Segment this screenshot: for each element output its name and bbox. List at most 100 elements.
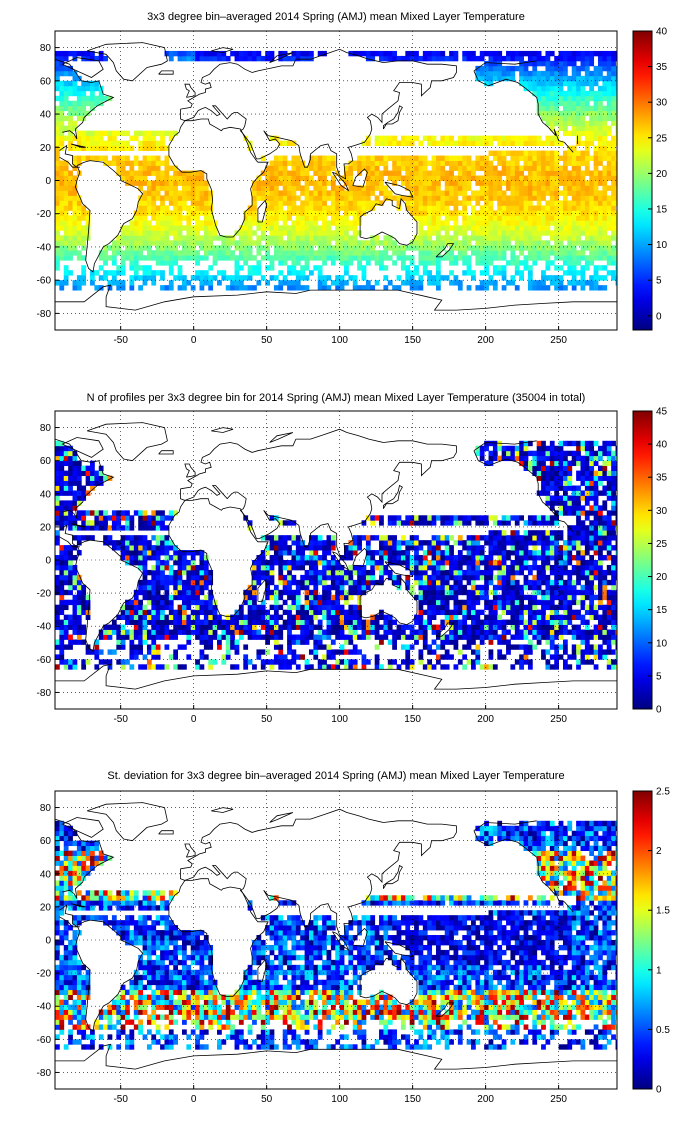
heatmap-cell <box>427 200 433 206</box>
heatmap-cell <box>558 579 564 586</box>
heatmap-cell <box>462 245 468 251</box>
heatmap-cell <box>501 65 507 72</box>
heatmap-cell <box>76 200 82 206</box>
heatmap-cell <box>365 135 371 142</box>
heatmap-cell <box>295 220 301 226</box>
heatmap-cell <box>580 250 586 256</box>
heatmap-cell <box>55 110 60 117</box>
heatmap-cell <box>571 654 577 660</box>
heatmap-cell <box>589 95 595 102</box>
heatmap-cell <box>252 634 257 640</box>
heatmap-cell <box>558 85 564 92</box>
heatmap-cell <box>541 240 546 246</box>
heatmap-cell <box>208 210 214 216</box>
heatmap-cell <box>501 589 507 596</box>
heatmap-cell <box>217 250 222 256</box>
heatmap-cell <box>602 589 608 596</box>
heatmap-cell <box>374 634 380 640</box>
heatmap-cell <box>492 70 498 77</box>
heatmap-cell <box>68 619 73 625</box>
heatmap-cell <box>541 205 546 211</box>
heatmap-cell <box>186 614 192 620</box>
heatmap-cell <box>606 639 612 645</box>
heatmap-cell <box>479 140 485 147</box>
heatmap-cell <box>300 624 306 630</box>
heatmap-cell <box>326 245 332 251</box>
heatmap-cell <box>514 255 520 261</box>
heatmap-cell <box>155 230 161 236</box>
heatmap-cell <box>287 270 292 276</box>
heatmap-cell <box>142 145 148 151</box>
heatmap-cell <box>471 664 476 670</box>
heatmap-cell <box>431 155 437 161</box>
heatmap-cell <box>589 110 595 117</box>
heatmap-cell <box>243 210 249 216</box>
heatmap-cell <box>269 200 275 206</box>
heatmap-cell <box>129 649 135 655</box>
heatmap-cell <box>63 160 69 166</box>
heatmap-cell <box>243 619 249 625</box>
heatmap-cell <box>90 85 95 92</box>
heatmap-cell <box>541 195 546 201</box>
heatmap-cell <box>186 50 192 57</box>
heatmap-cell <box>510 170 516 176</box>
heatmap-cell <box>427 195 433 201</box>
heatmap-cell <box>475 589 481 596</box>
heatmap-cell <box>63 50 69 57</box>
heatmap-cell <box>230 619 235 625</box>
heatmap-cell <box>182 569 187 576</box>
heatmap-cell <box>260 634 266 640</box>
heatmap-cell <box>536 634 542 640</box>
heatmap-cell <box>335 574 341 581</box>
heatmap-cell <box>322 569 327 576</box>
heatmap-cell <box>295 195 301 201</box>
heatmap-cell <box>431 649 437 655</box>
colorbar-tick-label: 15 <box>656 204 668 215</box>
heatmap-cell <box>387 639 393 645</box>
heatmap-cell <box>418 280 424 286</box>
heatmap-cell <box>160 180 165 186</box>
heatmap-cell <box>593 235 599 241</box>
heatmap-cell <box>129 604 135 611</box>
heatmap-cell <box>492 594 498 601</box>
heatmap-cell <box>567 579 573 586</box>
heatmap-cell <box>475 210 481 216</box>
heatmap-cell <box>68 245 73 251</box>
heatmap-cell <box>501 140 507 147</box>
heatmap-cell <box>457 619 463 625</box>
heatmap-cell <box>598 170 603 176</box>
heatmap-cell <box>576 614 581 620</box>
heatmap-cell <box>527 629 533 635</box>
heatmap-cell <box>238 250 244 256</box>
heatmap-cell <box>602 255 608 261</box>
heatmap-cell <box>273 215 279 221</box>
heatmap-cell <box>611 185 616 191</box>
heatmap-cell <box>107 629 113 635</box>
heatmap-cell <box>479 175 485 181</box>
heatmap-cell <box>339 230 345 236</box>
heatmap-cell <box>190 619 196 625</box>
heatmap-cell <box>164 225 170 231</box>
heatmap-cell <box>55 624 60 630</box>
heatmap-cell <box>523 190 529 196</box>
heatmap-cell <box>208 659 214 665</box>
coastline-borneo <box>352 168 368 188</box>
heatmap-cell <box>392 250 397 256</box>
heatmap-cell <box>59 634 65 640</box>
heatmap-cell <box>580 125 586 132</box>
heatmap-cell <box>558 50 564 57</box>
heatmap-cell <box>129 255 135 261</box>
heatmap-cell <box>549 50 555 57</box>
heatmap-cell <box>138 624 143 630</box>
heatmap-cell <box>611 110 616 117</box>
heatmap-cell <box>497 200 503 206</box>
heatmap-cell <box>243 654 249 660</box>
heatmap-cell <box>457 240 463 246</box>
heatmap-cell <box>549 185 555 191</box>
heatmap-cell <box>76 50 82 57</box>
heatmap-cell <box>68 579 73 586</box>
heatmap-cell <box>142 235 148 241</box>
heatmap-cell <box>514 589 520 596</box>
heatmap-cell <box>352 220 358 226</box>
heatmap-cell <box>514 195 520 201</box>
